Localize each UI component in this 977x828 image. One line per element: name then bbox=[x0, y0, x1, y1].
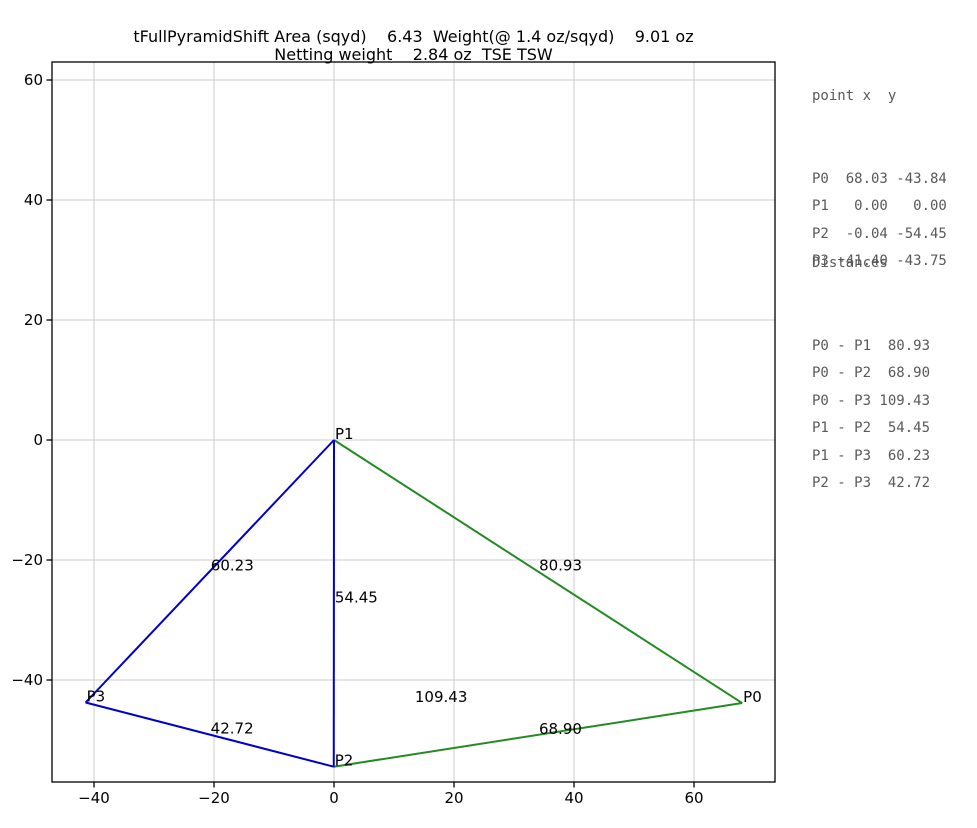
plot-area: −40 −20 0 20 40 60 −40 −20 0 20 40 60 80.93 68.90 109.… bbox=[11, 61, 776, 807]
chart-title-line-1: tFullPyramidShift Area (sqyd) 6.43 Weigh… bbox=[133, 27, 694, 46]
distances-panel: Distances P0 - P1 80.93 P0 - P2 68.90 P0 -… bbox=[812, 195, 930, 525]
point-row: P0 68.03 -43.84 bbox=[812, 170, 947, 187]
chart-title-line-2: Netting weight 2.84 oz TSE TSW bbox=[274, 45, 553, 64]
point-row: P2 -0.04 -54.45 bbox=[812, 225, 947, 242]
points-panel: point x y P0 68.03 -43.84 P1 0.00 0.00 P2 … bbox=[812, 28, 947, 303]
x-tick-label: −20 bbox=[198, 789, 230, 807]
x-tick-label: 20 bbox=[444, 789, 463, 807]
x-tick-label: 0 bbox=[329, 789, 339, 807]
y-tick-label: 0 bbox=[33, 431, 43, 449]
axes-border bbox=[51, 61, 776, 783]
distance-label-p0-p3: 109.43 bbox=[415, 688, 468, 706]
edge-p0-p1 bbox=[333, 439, 743, 704]
distance-label-p0-p1: 80.93 bbox=[539, 557, 582, 575]
x-tick-label: 40 bbox=[564, 789, 583, 807]
points-panel-rows: P0 68.03 -43.84 P1 0.00 0.00 P2 -0.04 -54.… bbox=[812, 166, 947, 276]
y-tick-label: 20 bbox=[24, 311, 43, 329]
distances-panel-rows: P0 - P1 80.93 P0 - P2 68.90 P0 - P3 109.43… bbox=[812, 333, 930, 498]
point-label-p1: P1 bbox=[335, 425, 354, 443]
edge-p0-p2 bbox=[333, 702, 743, 768]
points-panel-header: point x y bbox=[812, 88, 897, 104]
point-label-p3: P3 bbox=[87, 688, 106, 706]
x-tick-label: −40 bbox=[78, 789, 110, 807]
distance-label-p2-p3: 42.72 bbox=[211, 720, 254, 738]
distances-panel-header: Distances bbox=[812, 255, 888, 271]
distance-row: P1 - P3 60.23 bbox=[812, 447, 931, 464]
edge-p1-p3 bbox=[84, 439, 335, 704]
point-row: P1 0.00 0.00 bbox=[812, 198, 947, 214]
distance-row: P2 - P3 42.72 bbox=[812, 475, 931, 491]
y-tick-label: 40 bbox=[24, 191, 43, 209]
distance-row: P0 - P3 109.43 bbox=[812, 392, 931, 409]
x-tick-label: 60 bbox=[684, 789, 703, 807]
distance-row: P1 - P2 54.45 bbox=[812, 420, 931, 436]
distance-row: P0 - P2 68.90 bbox=[812, 365, 931, 381]
distance-label-p0-p2: 68.90 bbox=[539, 720, 582, 738]
point-row: P3 -41.40 -43.75 bbox=[812, 253, 947, 269]
distance-label-p1-p2: 54.45 bbox=[335, 588, 378, 606]
y-tick-label: −40 bbox=[11, 671, 43, 689]
point-label-p2: P2 bbox=[335, 752, 354, 770]
edge-p2-p3 bbox=[85, 701, 335, 768]
distance-label-p1-p3: 60.23 bbox=[211, 556, 254, 574]
distance-row: P0 - P1 80.93 bbox=[812, 337, 931, 354]
point-label-p0: P0 bbox=[743, 688, 762, 706]
y-tick-label: −20 bbox=[11, 551, 43, 569]
y-tick-label: 60 bbox=[24, 71, 43, 89]
